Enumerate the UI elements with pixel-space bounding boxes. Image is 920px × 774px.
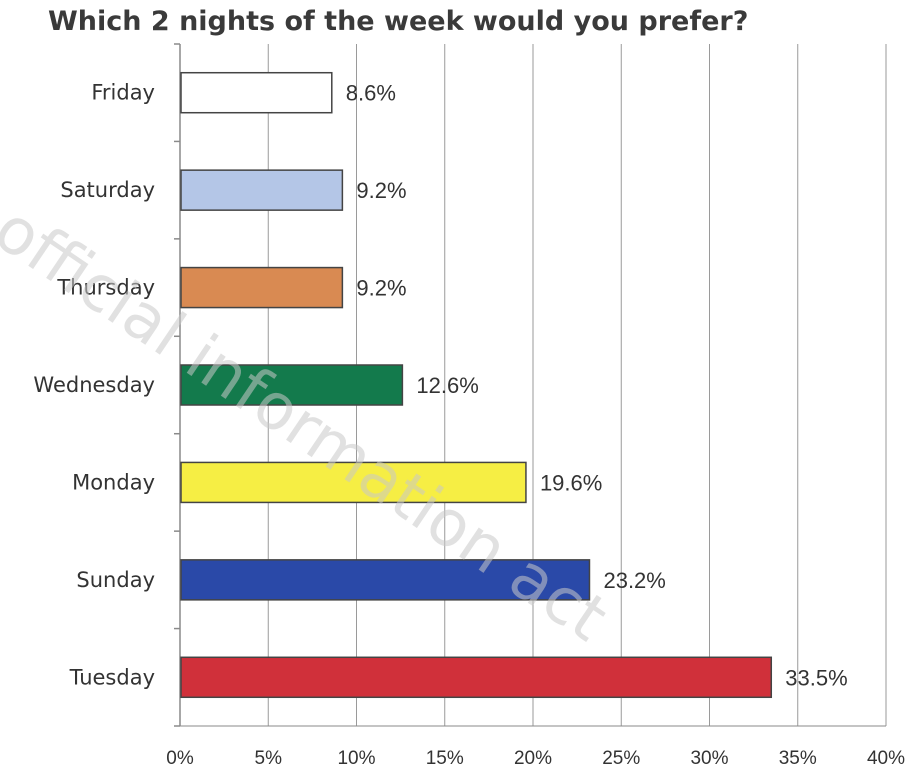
- x-tick-label: 20%: [514, 748, 552, 769]
- data-label: 8.6%: [346, 81, 396, 106]
- x-tick-label: 25%: [602, 748, 640, 769]
- category-label: Wednesday: [33, 373, 155, 397]
- bar: [180, 71, 333, 114]
- x-tick-label: 0%: [166, 748, 194, 769]
- x-tick-label: 15%: [426, 748, 464, 769]
- data-label: 23.2%: [603, 568, 665, 593]
- bar: [180, 364, 404, 406]
- x-tick-label: 30%: [690, 748, 728, 769]
- x-tick-label: 35%: [779, 748, 817, 769]
- bar: [180, 461, 527, 504]
- x-tick-label: 10%: [337, 748, 375, 769]
- category-label: Saturday: [60, 178, 155, 202]
- category-label: Monday: [72, 470, 155, 494]
- category-label: Thursday: [56, 276, 155, 300]
- data-label: 9.2%: [356, 276, 406, 301]
- category-label: Sunday: [76, 568, 155, 592]
- bar: [180, 656, 773, 699]
- bar: [180, 169, 344, 211]
- x-tick-label: 5%: [255, 748, 283, 769]
- data-label: 19.6%: [540, 470, 602, 495]
- data-label: 9.2%: [356, 178, 406, 203]
- category-label: Tuesday: [69, 665, 155, 689]
- x-tick-label: 40%: [867, 748, 905, 769]
- bar: [180, 266, 344, 309]
- chart-title: Which 2 nights of the week would you pre…: [48, 6, 749, 37]
- data-label: 12.6%: [416, 373, 478, 398]
- category-label: Friday: [91, 81, 155, 105]
- data-label: 33.5%: [785, 665, 847, 690]
- bar: [180, 559, 591, 601]
